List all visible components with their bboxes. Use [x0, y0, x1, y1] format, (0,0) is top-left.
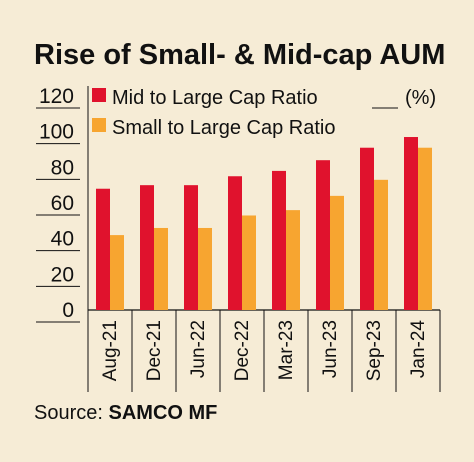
y-tick-label: 60 [51, 192, 74, 215]
bar-small-to-large [418, 147, 432, 310]
legend-label-small: Small to Large Cap Ratio [112, 117, 335, 139]
bar-small-to-large [286, 210, 300, 310]
x-tick-label: Jan-24 [408, 320, 429, 379]
bar-small-to-large [374, 179, 388, 310]
bar-mid-to-large [228, 176, 242, 310]
y-tick-label: 0 [62, 299, 74, 322]
x-tick-label: Dec-21 [144, 320, 165, 381]
y-axis: 120 100 80 60 40 20 0 [36, 85, 80, 323]
bar-mid-to-large [360, 147, 374, 310]
source-label: Source: [34, 402, 103, 424]
bar-mid-to-large [316, 160, 330, 310]
bar-small-to-large [330, 195, 344, 310]
legend-swatch-mid [92, 88, 106, 102]
legend: Mid to Large Cap Ratio Small to Large Ca… [92, 87, 436, 139]
bar-mid-to-large [404, 137, 418, 310]
bar-mid-to-large [96, 188, 110, 310]
bar-mid-to-large [272, 170, 286, 310]
x-axis: Aug-21 Dec-21 Jun-22 Dec-22 Mar-23 Jun-23 Sep-… [100, 320, 429, 382]
y-tick-label: 40 [51, 228, 74, 251]
x-tick-label: Jun-22 [188, 320, 209, 378]
x-tick-label: Sep-23 [364, 320, 385, 381]
bar-mid-to-large [140, 185, 154, 310]
x-tick-label: Dec-22 [232, 320, 253, 381]
bar-mid-to-large [184, 185, 198, 310]
y-tick-label: 80 [51, 156, 74, 179]
source-line: Source: SAMCO MF [34, 402, 217, 424]
chart-title: Rise of Small- & Mid-cap AUM [34, 39, 445, 71]
legend-label-mid: Mid to Large Cap Ratio [112, 87, 318, 109]
y-tick-label: 120 [39, 85, 74, 108]
bar-small-to-large [110, 235, 124, 310]
bars [96, 137, 432, 310]
y-tick-label: 100 [39, 121, 74, 144]
bar-small-to-large [198, 227, 212, 310]
y-tick-label: 20 [51, 263, 74, 286]
x-tick-label: Mar-23 [276, 320, 297, 380]
bar-small-to-large [154, 227, 168, 310]
source-name: SAMCO MF [109, 402, 218, 424]
bar-small-to-large [242, 215, 256, 310]
x-tick-label: Aug-21 [100, 320, 121, 381]
unit-label: (%) [405, 87, 436, 109]
legend-swatch-small [92, 118, 106, 132]
x-tick-label: Jun-23 [320, 320, 341, 378]
